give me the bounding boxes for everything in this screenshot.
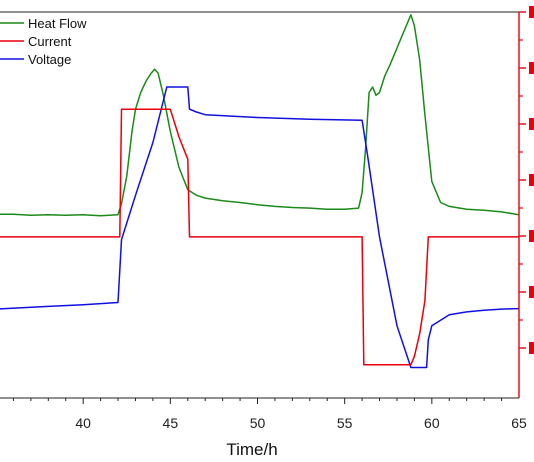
x-tick-label: 40 — [75, 415, 91, 431]
x-tick-label: 45 — [163, 415, 179, 431]
right-tick-label-fragment — [529, 6, 534, 18]
right-tick-label-fragment — [529, 62, 534, 74]
right-tick-label-fragment — [529, 342, 534, 354]
x-tick-label: 50 — [250, 415, 266, 431]
x-axis: 40 45 50 55 60 65 — [12, 398, 527, 431]
legend: Heat Flow Current Voltage — [0, 16, 87, 67]
x-tick-label: 60 — [424, 415, 440, 431]
right-tick-label-fragment — [529, 230, 534, 242]
right-tick-label-fragment — [529, 286, 534, 298]
legend-label: Voltage — [28, 52, 71, 67]
series-line-voltage — [0, 86, 520, 369]
series-line-current — [0, 108, 519, 366]
right-tick-label-fragment — [529, 174, 534, 186]
x-tick-label: 65 — [511, 415, 527, 431]
legend-label: Heat Flow — [28, 16, 87, 31]
series-line-heat-flow — [0, 14, 520, 217]
x-tick-label: 55 — [337, 415, 353, 431]
plot-lines — [0, 14, 520, 369]
right-tick-label-fragment — [529, 118, 534, 130]
right-axis — [518, 6, 534, 398]
x-axis-title: Time/h — [226, 440, 277, 459]
legend-label: Current — [28, 34, 72, 49]
